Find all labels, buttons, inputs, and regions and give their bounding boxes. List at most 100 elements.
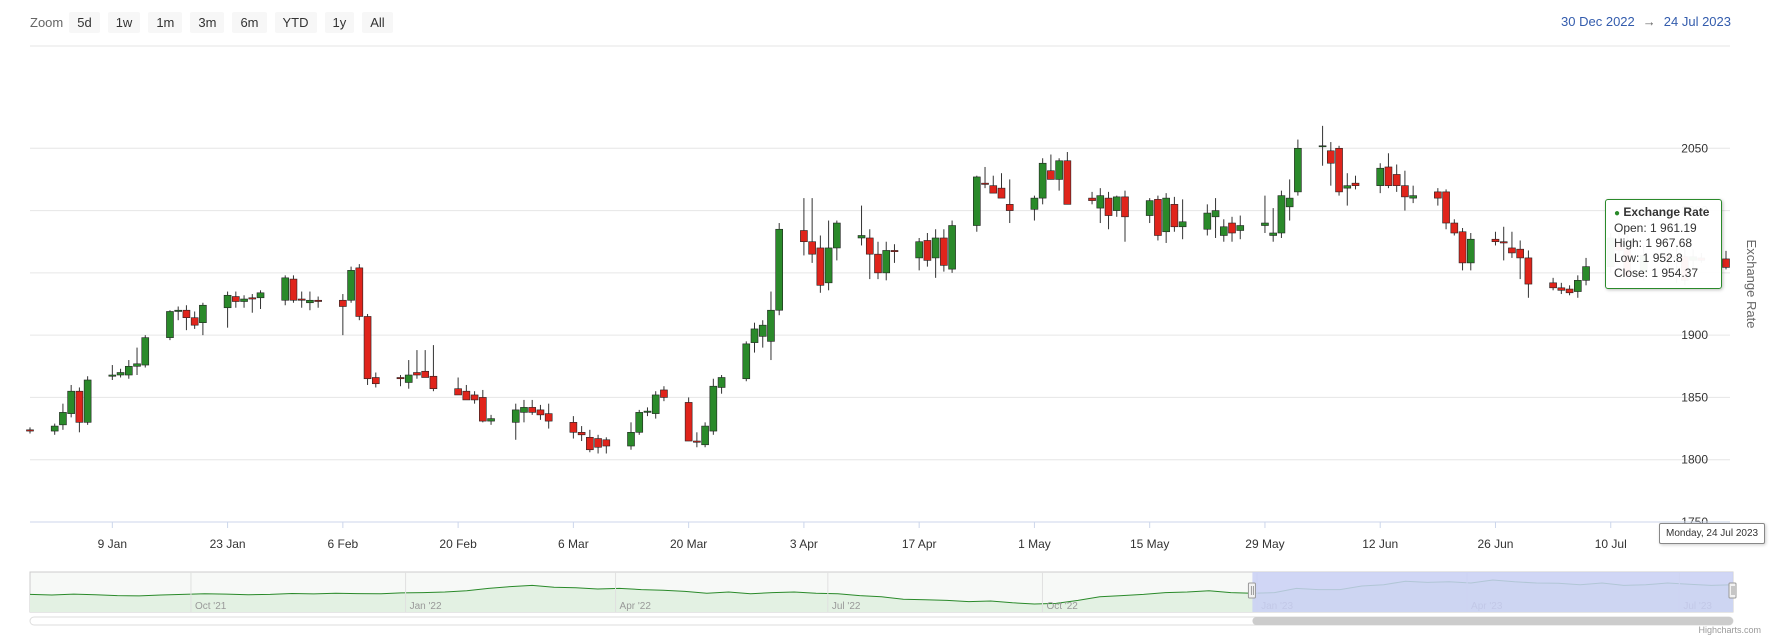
range-to-input[interactable]: 24 Jul 2023 — [1663, 14, 1731, 29]
candle-body — [1236, 225, 1245, 231]
zoom-1y-button[interactable]: 1y — [324, 11, 355, 33]
candle — [1392, 164, 1401, 192]
candle — [767, 291, 775, 361]
candle-body — [1170, 204, 1179, 228]
candle-body — [1392, 174, 1401, 186]
candle — [116, 368, 125, 378]
candle — [75, 387, 84, 433]
candle — [1162, 193, 1170, 243]
candle-body — [1574, 280, 1582, 292]
candle-body — [577, 432, 586, 436]
candle-body — [50, 425, 59, 432]
candle — [1458, 228, 1467, 271]
candle — [1005, 179, 1014, 224]
candle-body — [1582, 266, 1590, 281]
candle — [800, 198, 808, 256]
y-tick-label: 1800 — [1681, 453, 1708, 467]
candle-body — [124, 365, 133, 376]
candle — [972, 175, 981, 232]
candle — [1154, 195, 1162, 241]
zoom-5d-button[interactable]: 5d — [69, 11, 100, 33]
candle — [660, 386, 668, 402]
candle — [479, 389, 487, 423]
candle — [1121, 190, 1129, 242]
candle — [1294, 139, 1302, 196]
tooltip-close: Close: 1 954.37 — [1614, 266, 1699, 280]
candle — [1203, 204, 1212, 236]
navigator-label: Oct '21 — [195, 601, 227, 612]
candle — [1491, 231, 1500, 246]
candle — [833, 220, 841, 261]
candle-body — [1335, 147, 1343, 193]
candle-body — [874, 253, 882, 274]
candle-body — [758, 324, 767, 337]
candle — [371, 372, 380, 388]
candle-body — [182, 309, 191, 319]
candle-body — [511, 409, 520, 423]
candle — [1030, 195, 1039, 221]
x-tick-label: 12 Jun — [1362, 537, 1398, 551]
candle-body — [190, 317, 199, 326]
candle — [544, 403, 553, 429]
candle-body — [833, 222, 841, 249]
candle-body — [750, 328, 759, 343]
candle-body — [83, 379, 92, 423]
candle — [857, 205, 866, 246]
y-tick-label: 1900 — [1681, 328, 1708, 342]
zoom-ytd-button[interactable]: YTD — [274, 11, 317, 33]
candle-body — [26, 429, 34, 432]
zoom-1m-button[interactable]: 1m — [148, 11, 183, 33]
x-axis-labels: 9 Jan 23 Jan 6 Feb 20 Feb 6 Mar 20 Mar 3 Apr 17… — [98, 522, 1627, 551]
candle — [355, 264, 364, 321]
candle-body — [1121, 196, 1129, 218]
candle-body — [1063, 160, 1072, 205]
candle-body — [800, 230, 808, 243]
candle-body — [363, 316, 372, 380]
zoom-all-button[interactable]: All — [362, 11, 393, 33]
candle — [1236, 215, 1245, 240]
candle — [1104, 191, 1113, 230]
candle-body — [1228, 222, 1236, 234]
candle — [1063, 152, 1072, 205]
candles — [26, 125, 1730, 454]
candle-body — [717, 377, 726, 388]
candle — [256, 290, 265, 309]
candle — [297, 291, 306, 308]
candle — [808, 198, 816, 263]
candle — [569, 416, 578, 439]
y-axis-title: Exchange Rate — [1744, 240, 1759, 329]
candle-body — [1269, 232, 1277, 236]
candle-body — [997, 187, 1006, 199]
credits-link[interactable]: Highcharts.com — [1698, 625, 1761, 635]
candle — [404, 360, 413, 389]
candle-body — [1458, 231, 1467, 264]
candle-body — [413, 372, 421, 376]
range-from-input[interactable]: 30 Dec 2022 — [1561, 14, 1635, 29]
scrollbar-thumb[interactable] — [1252, 617, 1733, 625]
candle — [1335, 145, 1343, 196]
candle-body — [890, 250, 899, 252]
candle-body — [1055, 160, 1063, 180]
candle-body — [429, 375, 438, 390]
candle — [520, 399, 528, 423]
candle-body — [1499, 241, 1508, 244]
candle — [528, 399, 537, 415]
candle — [1277, 190, 1286, 238]
series-dot-icon: ● — [1614, 208, 1621, 219]
navigator-selection — [1252, 572, 1733, 612]
zoom-6m-button[interactable]: 6m — [232, 11, 267, 33]
candle — [199, 302, 207, 336]
zoom-3m-button[interactable]: 3m — [190, 11, 225, 33]
candle — [1088, 191, 1096, 205]
zoom-1w-button[interactable]: 1w — [107, 11, 141, 33]
candle-body — [865, 237, 874, 255]
candle-body — [1038, 162, 1047, 199]
candle — [314, 296, 322, 308]
candle — [1112, 195, 1121, 217]
candle-body — [166, 311, 174, 338]
candle-body — [1557, 287, 1566, 291]
candle-body — [232, 296, 240, 302]
candle-body — [462, 390, 471, 401]
candle — [1376, 163, 1385, 194]
